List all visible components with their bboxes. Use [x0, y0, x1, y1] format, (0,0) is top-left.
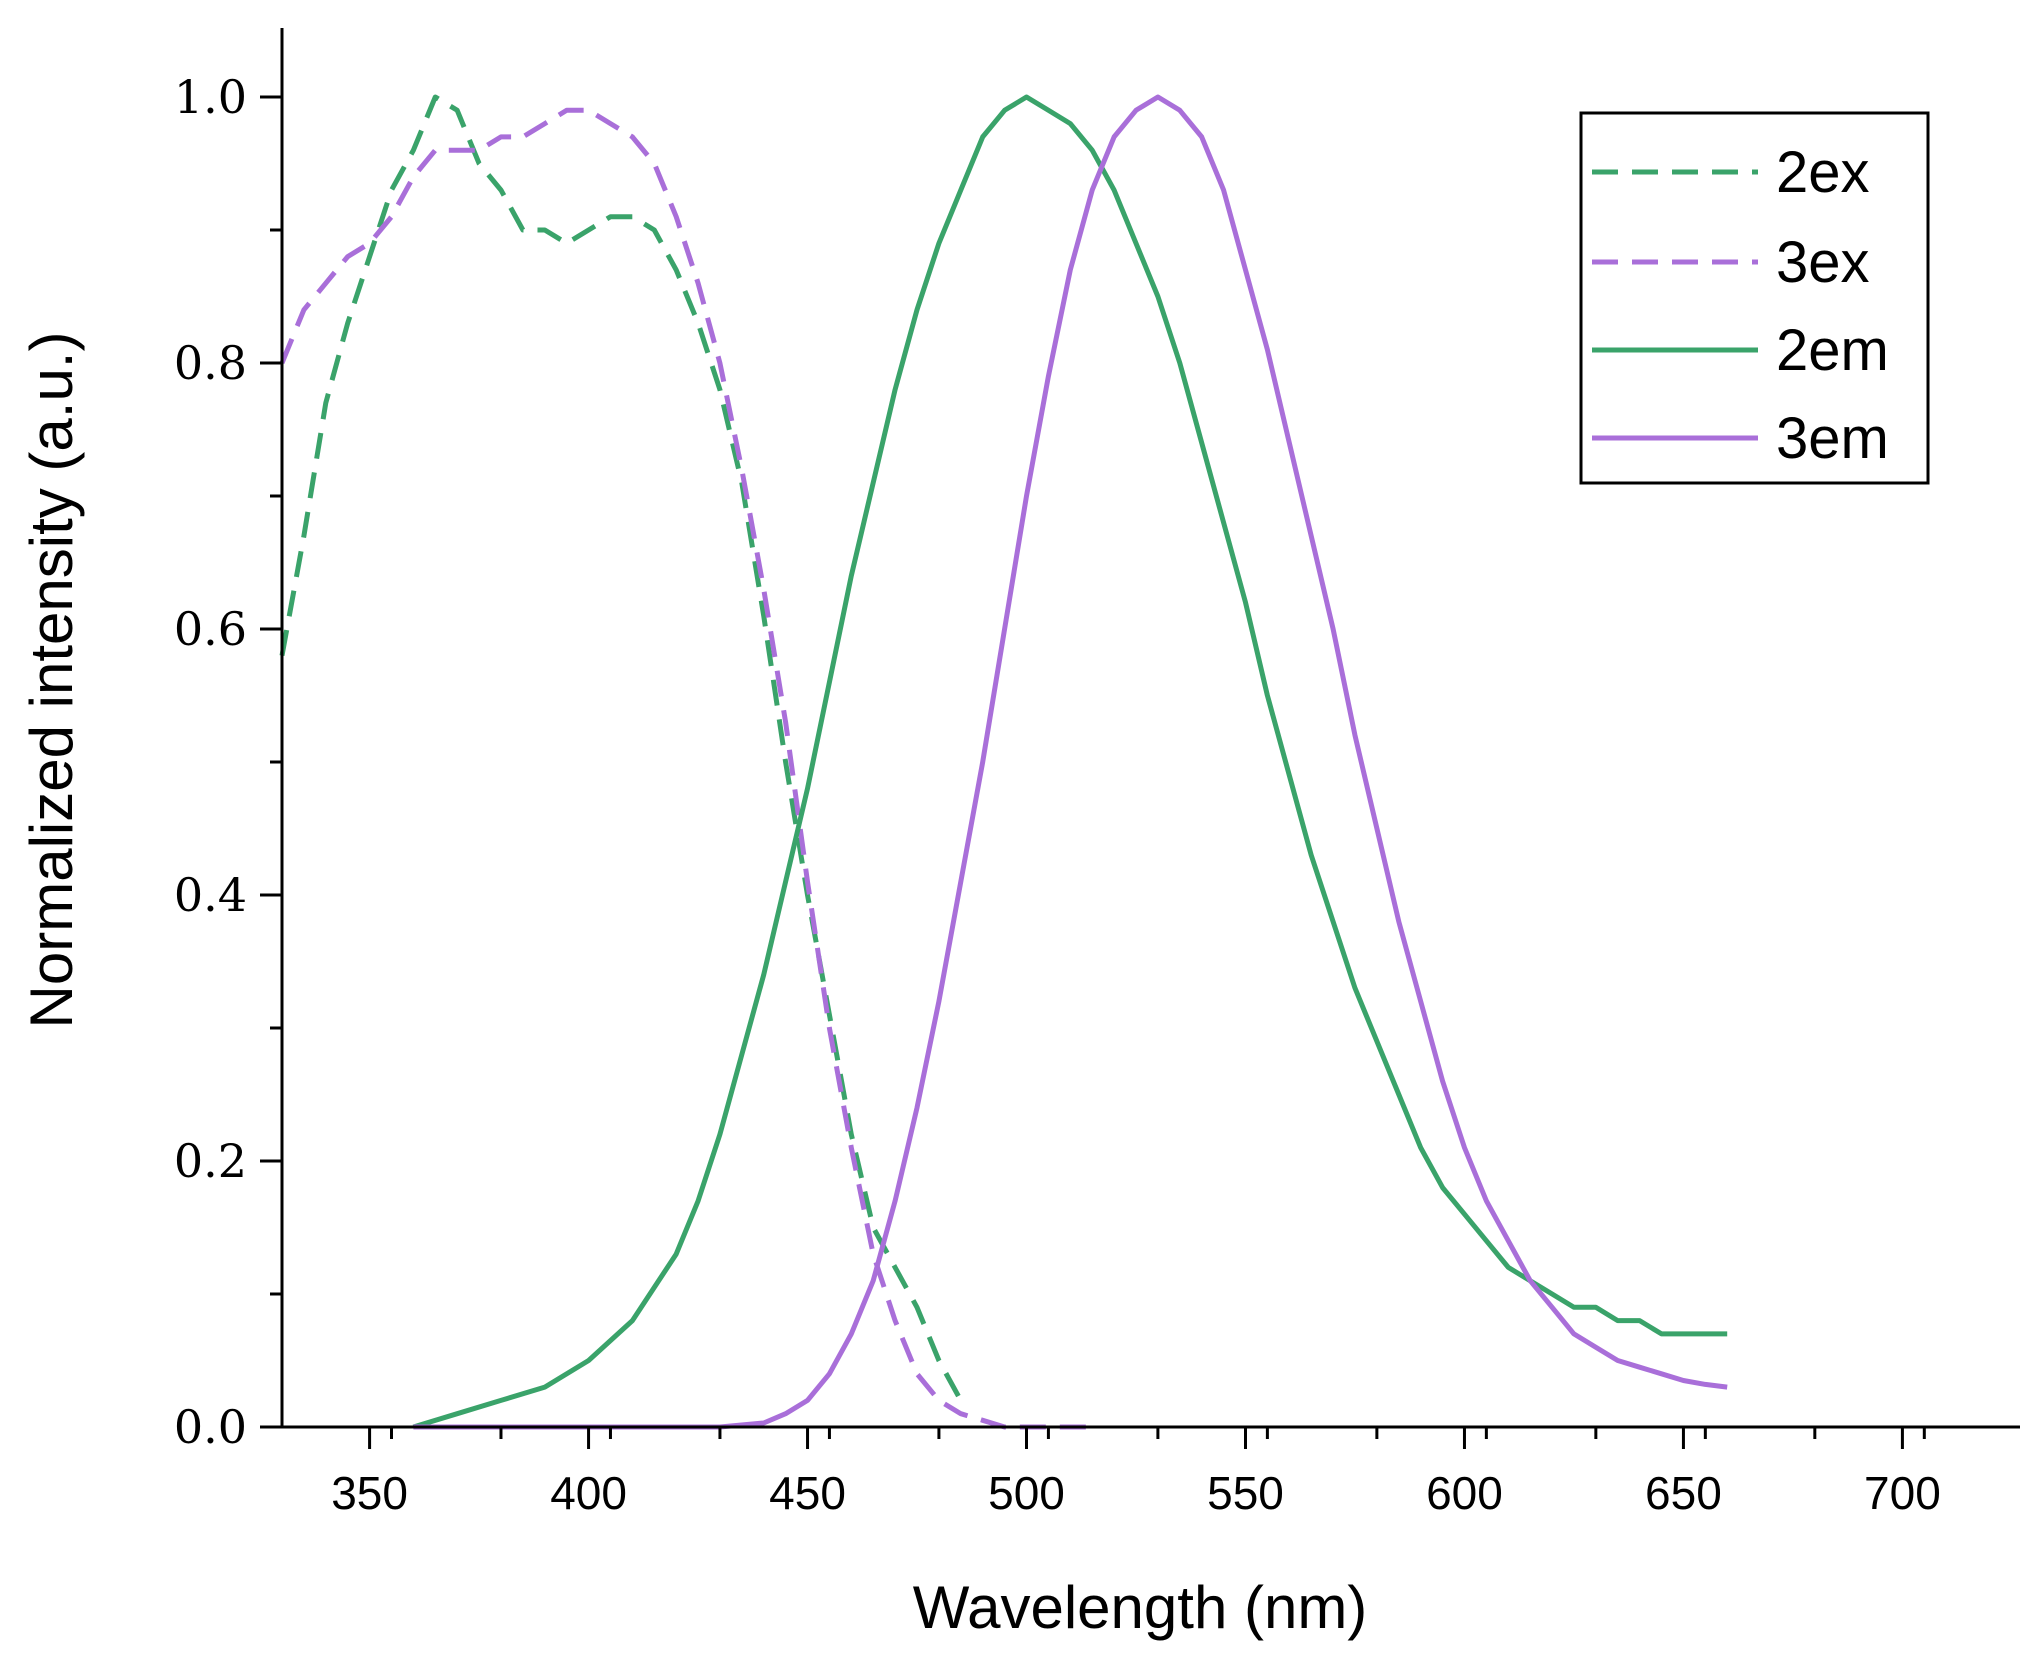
y-tick-label: 0.0 [174, 1400, 247, 1454]
ticks: 350 400 450 500 550 600 650 700 0.0 0.2 0.4 0.6 0.8 1… [174, 70, 1941, 1519]
series-line-3em [413, 94, 1728, 1430]
series-line-3ex [279, 107, 1093, 1430]
x-tick-label: 600 [1426, 1467, 1503, 1519]
series-line-2em [412, 94, 1728, 1430]
legend-label-3ex: 3ex [1776, 230, 1870, 295]
y-tick-label: 1.0 [174, 70, 247, 124]
legend-label-3em: 3em [1776, 406, 1889, 471]
x-axis-title: Wavelength (nm) [913, 1574, 1368, 1641]
y-tick-label: 0.6 [174, 602, 247, 656]
plot-lines [279, 94, 1728, 1430]
x-tick-label: 650 [1645, 1467, 1722, 1519]
legend: 2ex 3ex 2em 3em [1579, 111, 1930, 485]
legend-label-2em: 2em [1776, 318, 1889, 383]
y-axis-title: Normalized intensity (a.u.) [18, 332, 85, 1029]
x-tick-label: 500 [988, 1467, 1065, 1519]
legend-label-2ex: 2ex [1776, 140, 1870, 205]
y-tick-label: 0.4 [174, 868, 247, 922]
x-tick-label: 700 [1864, 1467, 1941, 1519]
x-tick-label: 350 [331, 1467, 408, 1519]
series-line-2ex [279, 94, 963, 1402]
axes [280, 28, 2020, 1429]
y-tick-label: 0.8 [174, 336, 247, 390]
x-tick-label: 450 [769, 1467, 846, 1519]
x-tick-label: 550 [1207, 1467, 1284, 1519]
legend-box [1579, 111, 1930, 485]
x-tick-label: 400 [550, 1467, 627, 1519]
y-tick-label: 0.2 [174, 1134, 247, 1188]
